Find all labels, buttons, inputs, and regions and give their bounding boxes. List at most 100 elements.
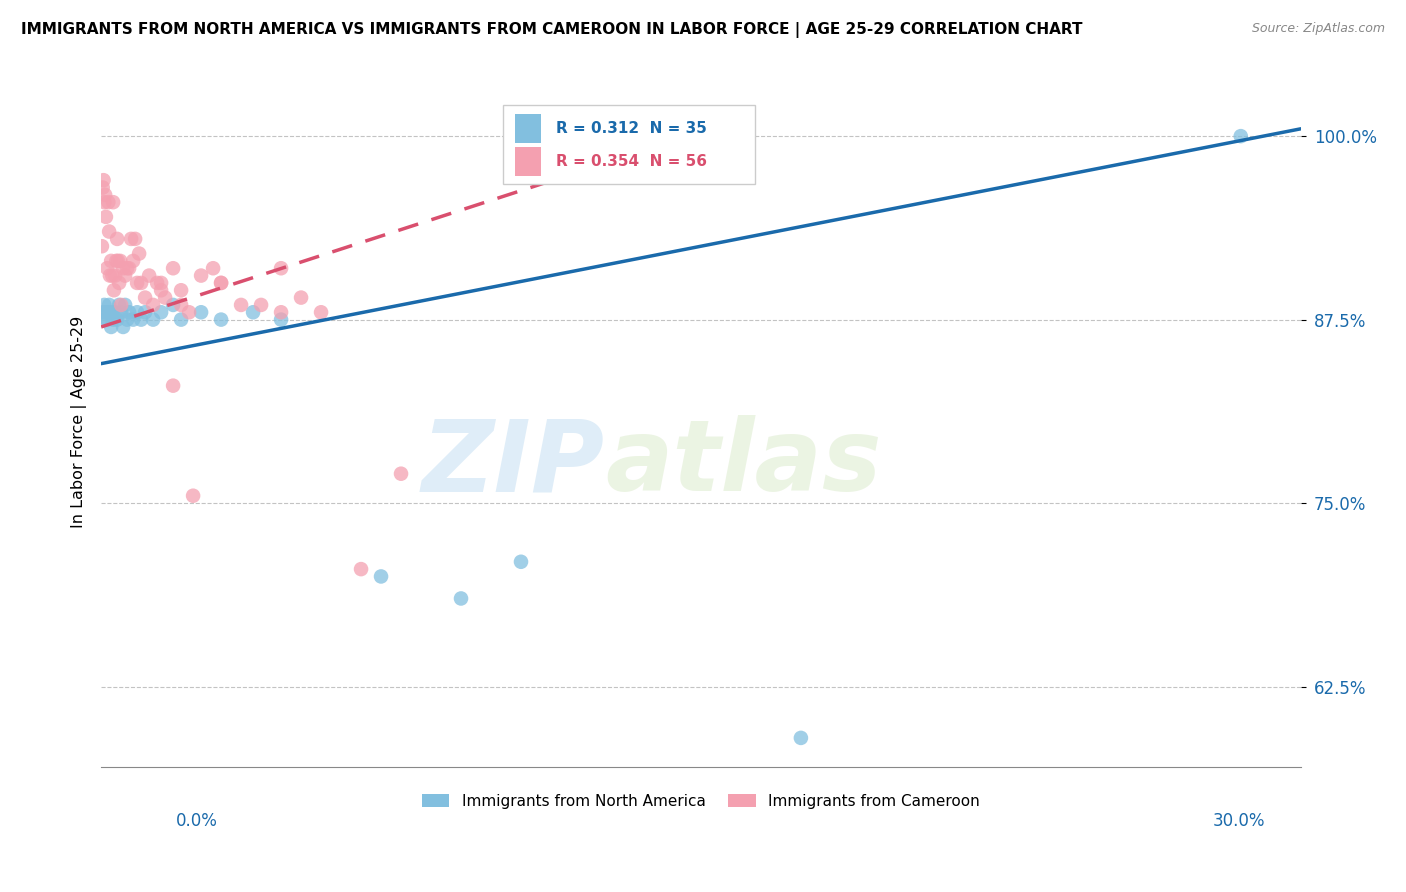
Point <box>105 232 128 246</box>
Point <box>96 312 118 326</box>
Point <box>138 268 160 283</box>
Point <box>112 320 135 334</box>
Point <box>309 305 332 319</box>
Point <box>128 246 150 260</box>
Point <box>101 268 124 283</box>
Text: 30.0%: 30.0% <box>1213 812 1265 830</box>
Point <box>94 305 117 319</box>
Point <box>170 283 193 297</box>
Point <box>170 298 193 312</box>
Point <box>162 261 184 276</box>
FancyBboxPatch shape <box>503 105 755 185</box>
Point <box>94 210 117 224</box>
Point <box>150 276 173 290</box>
Point <box>120 232 142 246</box>
Point <box>181 489 204 503</box>
Point <box>100 253 122 268</box>
Point <box>150 305 173 319</box>
Point <box>162 298 184 312</box>
Point <box>110 305 132 319</box>
Point <box>97 305 120 319</box>
Point <box>127 276 149 290</box>
Legend: Immigrants from North America, Immigrants from Cameroon: Immigrants from North America, Immigrant… <box>416 788 986 814</box>
Point <box>209 276 232 290</box>
Point <box>118 261 141 276</box>
Point <box>1229 129 1251 144</box>
Point <box>101 305 124 319</box>
Point <box>108 276 131 290</box>
Point <box>94 312 117 326</box>
Point <box>162 378 184 392</box>
Text: 0.0%: 0.0% <box>176 812 218 830</box>
Point <box>142 298 165 312</box>
Point <box>190 305 212 319</box>
Point <box>104 268 127 283</box>
Point <box>153 291 176 305</box>
Bar <box>515 147 541 176</box>
Point <box>209 276 232 290</box>
Point <box>90 239 112 253</box>
Point <box>118 305 141 319</box>
Point <box>134 305 156 319</box>
Point <box>270 305 292 319</box>
Point <box>98 225 121 239</box>
Point <box>105 312 128 326</box>
Point <box>108 298 131 312</box>
Point <box>96 261 118 276</box>
Point <box>104 305 127 319</box>
Point <box>98 268 121 283</box>
Text: IMMIGRANTS FROM NORTH AMERICA VS IMMIGRANTS FROM CAMEROON IN LABOR FORCE | AGE 2: IMMIGRANTS FROM NORTH AMERICA VS IMMIGRA… <box>21 22 1083 38</box>
Point <box>91 180 114 194</box>
Point <box>129 312 152 326</box>
Point <box>242 305 264 319</box>
Point <box>250 298 273 312</box>
Point <box>270 261 292 276</box>
Point <box>134 291 156 305</box>
Text: R = 0.354  N = 56: R = 0.354 N = 56 <box>555 154 707 169</box>
Point <box>127 305 149 319</box>
Point <box>114 298 136 312</box>
Point <box>142 312 165 326</box>
Point <box>150 283 173 297</box>
Point <box>202 261 225 276</box>
Point <box>114 268 136 283</box>
Point <box>209 312 232 326</box>
Point <box>115 261 138 276</box>
Point <box>270 312 292 326</box>
Point <box>170 312 193 326</box>
Point <box>107 253 129 268</box>
Point <box>94 187 117 202</box>
Point <box>122 253 145 268</box>
Point <box>177 305 200 319</box>
Point <box>101 195 124 210</box>
Point <box>229 298 252 312</box>
Point <box>93 173 115 187</box>
Point <box>110 298 132 312</box>
Text: Source: ZipAtlas.com: Source: ZipAtlas.com <box>1251 22 1385 36</box>
Point <box>510 555 533 569</box>
Point <box>112 261 135 276</box>
Point <box>91 305 114 319</box>
Point <box>101 312 124 326</box>
Point <box>450 591 472 606</box>
Point <box>93 298 115 312</box>
Point <box>98 298 121 312</box>
Point <box>122 312 145 326</box>
Point <box>190 268 212 283</box>
Y-axis label: In Labor Force | Age 25-29: In Labor Force | Age 25-29 <box>72 317 87 528</box>
Point <box>93 195 115 210</box>
Point <box>790 731 813 745</box>
Point <box>370 569 392 583</box>
Point <box>97 195 120 210</box>
Point <box>129 276 152 290</box>
Text: atlas: atlas <box>605 416 882 512</box>
Point <box>100 320 122 334</box>
Point <box>124 232 146 246</box>
Point <box>290 291 312 305</box>
Point <box>103 283 125 297</box>
Text: ZIP: ZIP <box>422 416 605 512</box>
Bar <box>515 114 541 143</box>
Point <box>110 253 132 268</box>
Point <box>389 467 412 481</box>
Text: R = 0.312  N = 35: R = 0.312 N = 35 <box>555 121 707 136</box>
